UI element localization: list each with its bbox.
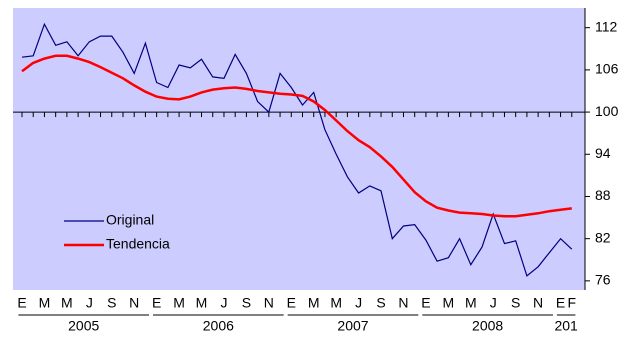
x-tick-label: M [465,295,477,311]
x-tick-label: E [17,295,26,311]
x-tick-label: N [398,295,408,311]
x-tick-label: N [129,295,139,311]
y-tick-label: 94 [595,145,611,161]
x-tick-label: S [511,295,520,311]
x-tick-label: M [61,295,73,311]
year-label: 201 [554,318,578,334]
x-tick-label: M [196,295,208,311]
y-tick-label: 88 [595,187,611,203]
x-tick-label: F [567,295,576,311]
x-tick-label: S [376,295,385,311]
x-tick-label: M [308,295,320,311]
y-tick-label: 100 [595,103,619,119]
x-tick-label: M [443,295,455,311]
y-tick-label: 82 [595,229,611,245]
legend-label: Original [106,212,154,228]
x-tick-label: M [39,295,51,311]
x-tick-label: S [107,295,116,311]
x-tick-label: E [421,295,430,311]
x-tick-label: J [86,295,93,311]
x-tick-label: E [152,295,161,311]
year-label: 2006 [203,318,234,334]
x-tick-label: N [264,295,274,311]
x-tick-label: J [220,295,227,311]
x-tick-label: J [490,295,497,311]
legend-label: Tendencia [106,236,170,252]
x-tick-label: E [287,295,296,311]
plot-area [13,8,585,290]
year-label: 2007 [337,318,368,334]
y-tick-label: 106 [595,61,619,77]
x-tick-label: S [242,295,251,311]
x-tick-label: M [330,295,342,311]
x-tick-label: E [556,295,565,311]
year-label: 2008 [472,318,503,334]
y-tick-label: 76 [595,272,611,288]
x-tick-label: M [173,295,185,311]
x-tick-label: J [355,295,362,311]
year-label: 2005 [68,318,99,334]
y-tick-label: 112 [595,18,618,34]
series-line [21,54,572,218]
x-tick-label: N [533,295,543,311]
